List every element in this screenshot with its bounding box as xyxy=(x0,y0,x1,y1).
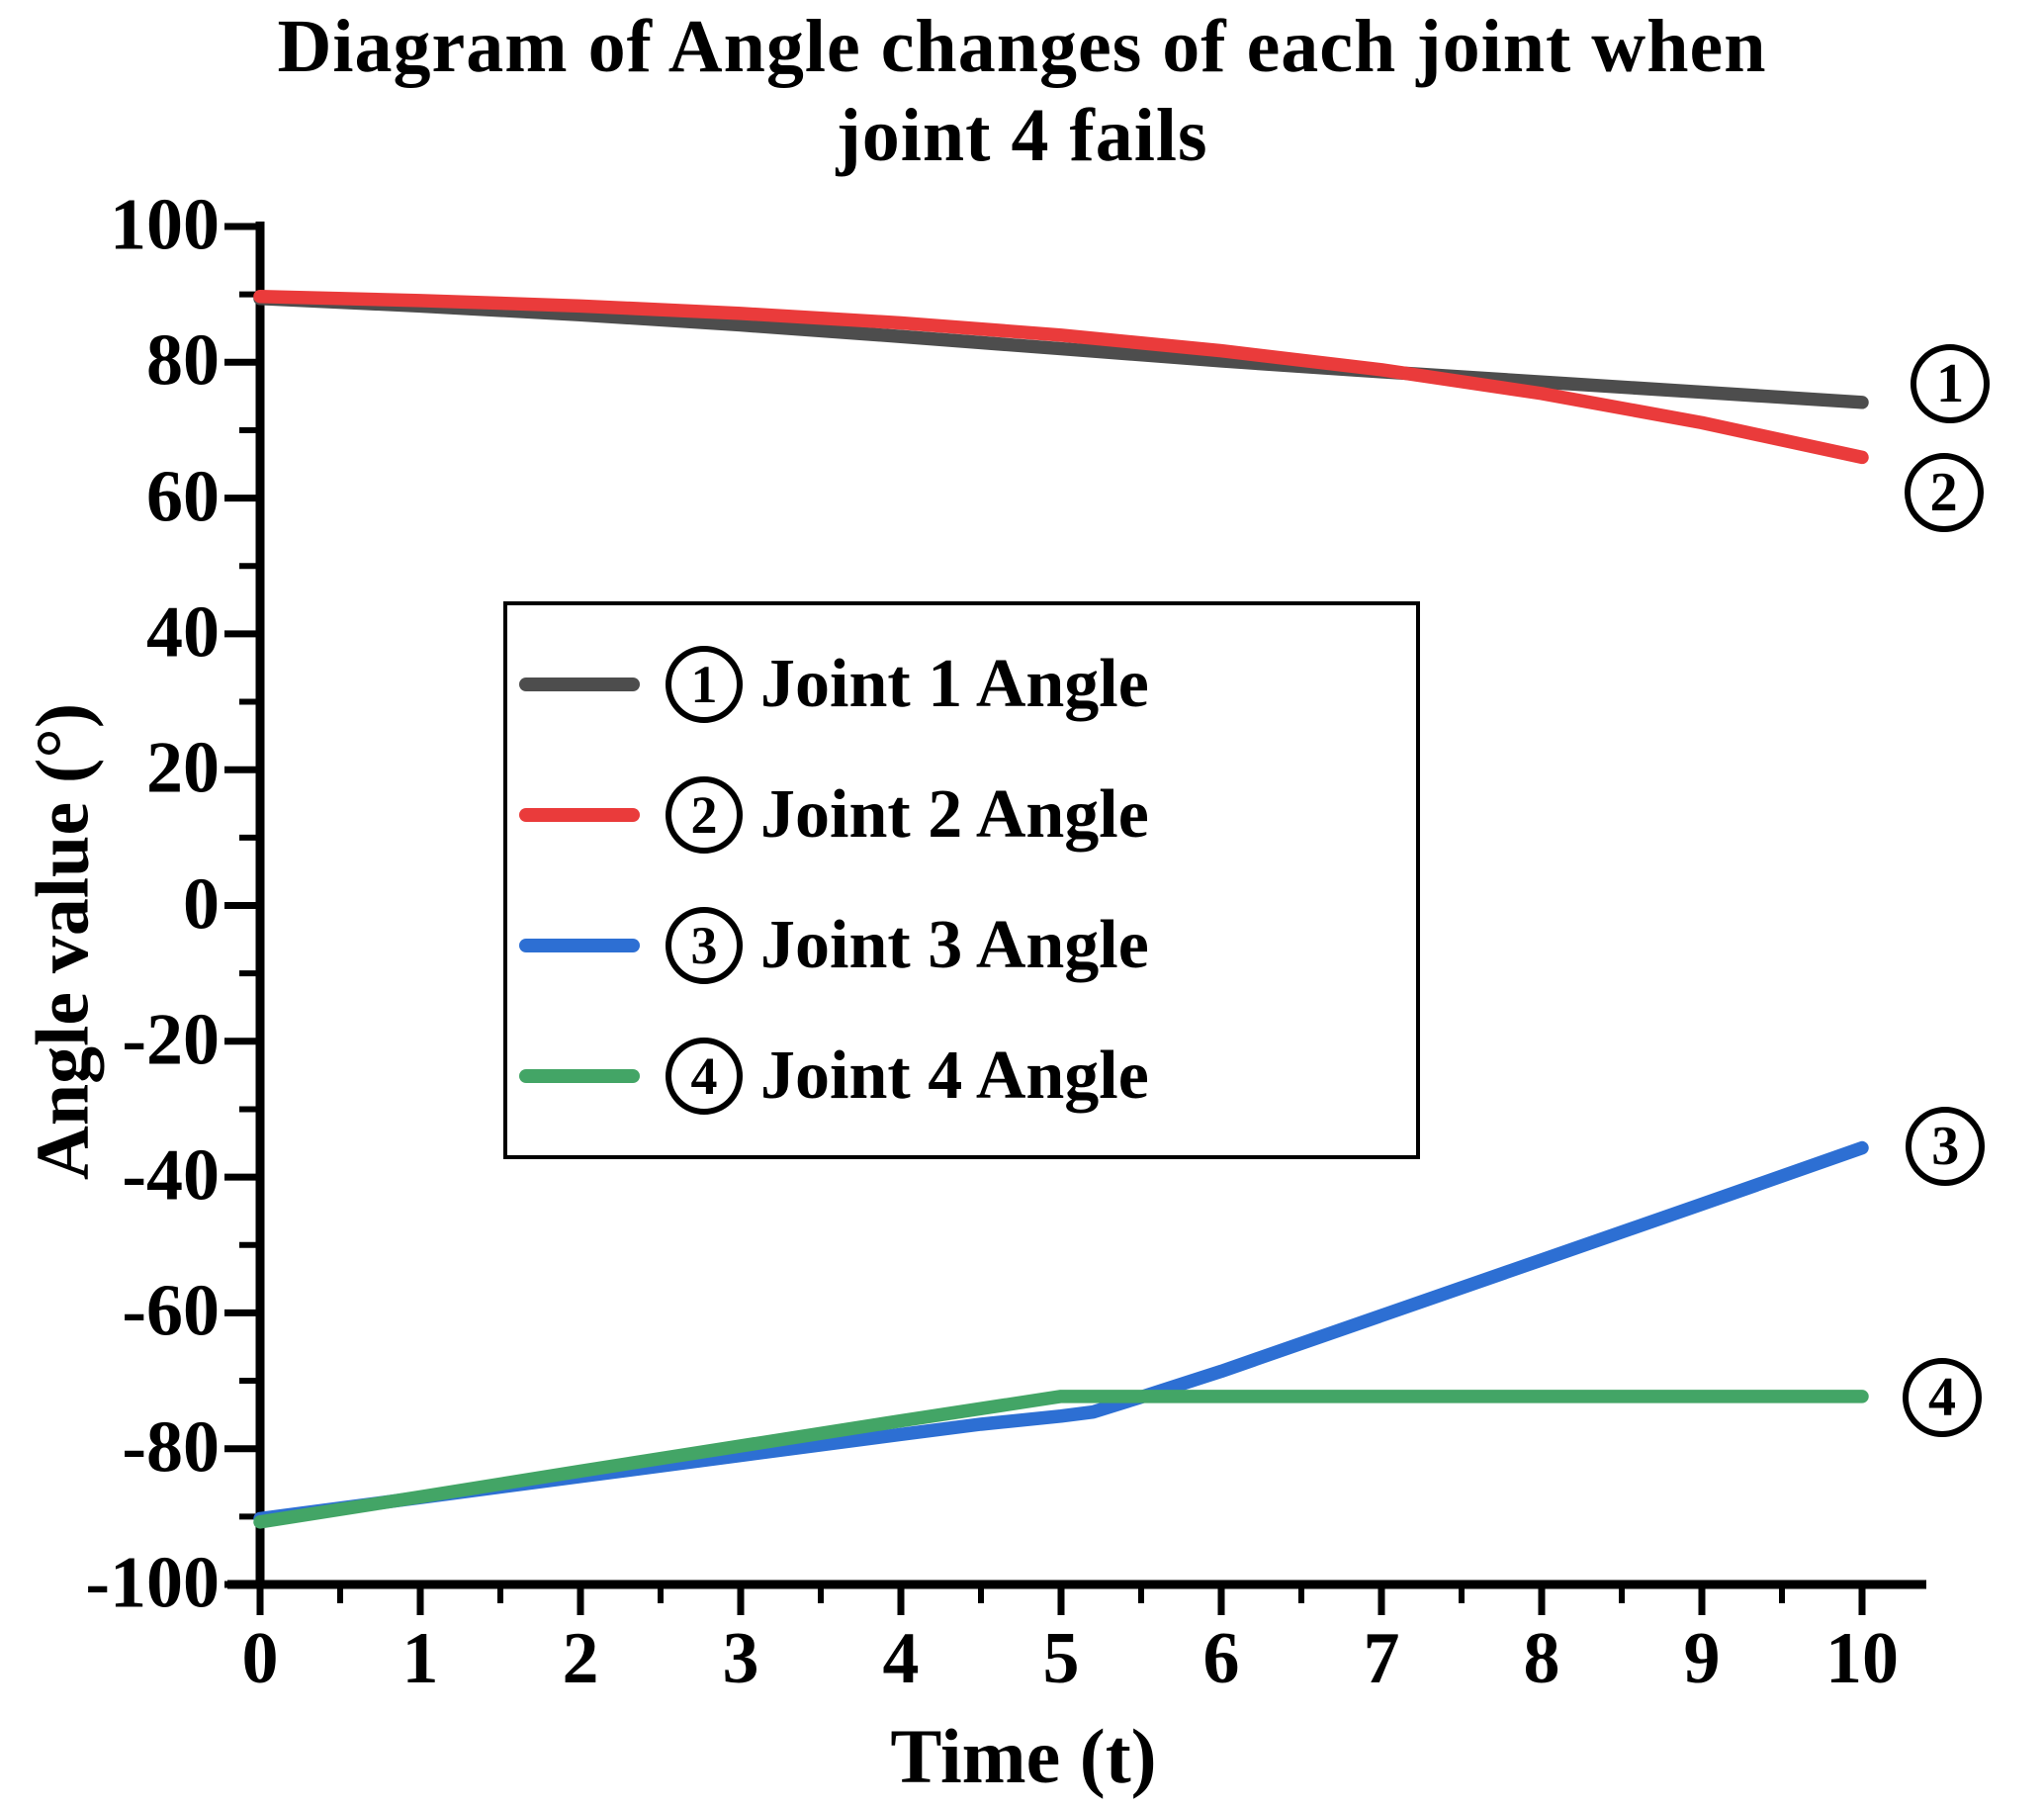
x-tick-label: 7 xyxy=(1363,1618,1400,1699)
x-tick-label: 4 xyxy=(882,1618,920,1699)
legend-marker-line xyxy=(519,1069,640,1083)
legend-item-joint-3: 3 Joint 3 Angle xyxy=(519,906,1408,985)
x-tick-label: 0 xyxy=(241,1618,279,1699)
legend-label: Joint 2 Angle xyxy=(760,776,1149,853)
x-tick-label: 2 xyxy=(562,1618,599,1699)
legend: 1 Joint 1 Angle 2 Joint 2 Angle 3 Joint 3 Ang… xyxy=(503,601,1420,1159)
y-tick-label: 0 xyxy=(183,863,220,946)
y-tick-label: 100 xyxy=(110,184,220,266)
x-tick-label: 10 xyxy=(1825,1618,1899,1699)
circled-1-icon: 1 xyxy=(666,646,743,723)
legend-marker-line xyxy=(519,678,640,691)
legend-label: Joint 4 Angle xyxy=(760,1038,1149,1114)
y-tick-label: -80 xyxy=(122,1406,220,1489)
circled-3-icon: 3 xyxy=(1906,1107,1986,1187)
y-tick-label: -100 xyxy=(85,1542,220,1624)
legend-item-joint-4: 4 Joint 4 Angle xyxy=(519,1037,1408,1116)
legend-item-joint-2: 2 Joint 2 Angle xyxy=(519,775,1408,855)
joint-1-line xyxy=(253,292,1869,409)
y-tick-label: -60 xyxy=(122,1270,220,1352)
chart-title-line1: Diagram of Angle changes of each joint w… xyxy=(277,5,1767,88)
x-tick-label: 8 xyxy=(1523,1618,1560,1699)
circled-3-icon: 3 xyxy=(666,907,743,984)
y-tick-label: -20 xyxy=(122,999,220,1081)
x-tick-label: 9 xyxy=(1683,1618,1721,1699)
x-tick-label: 6 xyxy=(1202,1618,1240,1699)
x-axis-title: Time (t) xyxy=(890,1713,1157,1799)
legend-label: Joint 3 Angle xyxy=(760,907,1149,983)
joint-3-line xyxy=(253,1140,1869,1526)
joint-2-line xyxy=(253,289,1869,465)
y-tick-label: -40 xyxy=(122,1134,220,1217)
y-axis-title: Angle value (°) xyxy=(21,702,105,1181)
line-annotation-3: 3 xyxy=(1906,1107,1986,1187)
line-annotation-4: 4 xyxy=(1903,1357,1982,1437)
legend-marker-line xyxy=(519,939,640,952)
circled-2-icon: 2 xyxy=(666,776,743,854)
y-tick-label: 20 xyxy=(146,727,220,809)
y-tick-label: 40 xyxy=(146,591,220,674)
chart-title: Diagram of Angle changes of each joint w… xyxy=(0,2,2044,180)
circled-2-icon: 2 xyxy=(1904,453,1984,533)
circled-1-icon: 1 xyxy=(1911,344,1991,424)
chart-title-line2: joint 4 fails xyxy=(836,94,1208,177)
circled-4-icon: 4 xyxy=(666,1038,743,1115)
circled-4-icon: 4 xyxy=(1903,1357,1982,1437)
line-annotation-2: 2 xyxy=(1904,453,1984,533)
joint-4-line xyxy=(253,1390,1869,1529)
legend-item-joint-1: 1 Joint 1 Angle xyxy=(519,645,1408,724)
x-tick-label: 3 xyxy=(722,1618,759,1699)
legend-marker-line xyxy=(519,808,640,822)
y-tick-label: 80 xyxy=(146,319,220,402)
x-tick-label: 5 xyxy=(1042,1618,1080,1699)
y-tick-label: 60 xyxy=(146,456,220,538)
line-annotation-1: 1 xyxy=(1911,344,1991,424)
x-tick-label: 1 xyxy=(401,1618,439,1699)
legend-label: Joint 1 Angle xyxy=(760,646,1149,722)
